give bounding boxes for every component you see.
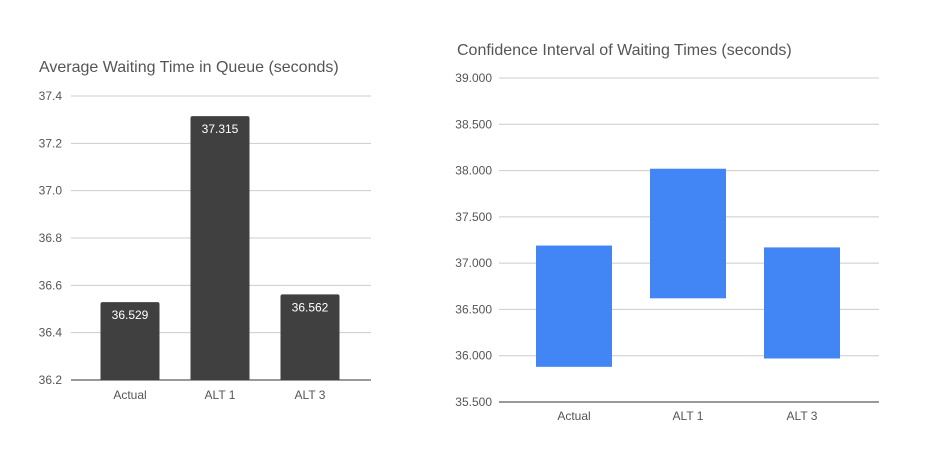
average-waiting-time-chart: Average Waiting Time in Queue (seconds) … xyxy=(39,59,371,402)
range-bar-alt-1 xyxy=(650,168,726,299)
y-tick-label: 36.8 xyxy=(39,231,63,245)
bar-value-label: 37.315 xyxy=(202,122,239,136)
y-tick-label: 37.2 xyxy=(39,136,63,150)
chart-title: Confidence Interval of Waiting Times (se… xyxy=(457,42,792,59)
y-tick-label: 36.500 xyxy=(455,302,492,316)
range-bar-alt-3 xyxy=(764,247,840,359)
range-bar-actual xyxy=(536,245,612,367)
bar-alt-3 xyxy=(280,294,340,380)
data-labels: 36.529 37.315 36.562 xyxy=(112,122,329,322)
y-tick-label: 37.4 xyxy=(39,89,63,103)
bar-value-label: 36.562 xyxy=(292,300,329,314)
y-tick-label: 36.2 xyxy=(39,373,63,387)
y-tick-label: 37.000 xyxy=(455,256,492,270)
y-tick-label: 36.6 xyxy=(39,278,63,292)
y-axis-ticks: 36.2 36.4 36.6 36.8 37.0 37.2 37.4 xyxy=(39,89,63,387)
bars xyxy=(100,116,340,380)
x-tick-label: ALT 1 xyxy=(205,388,236,402)
x-tick-label: ALT 1 xyxy=(673,409,704,423)
bar-value-label: 36.529 xyxy=(112,308,149,322)
chart-title: Average Waiting Time in Queue (seconds) xyxy=(39,59,339,76)
y-axis-ticks: 35.500 36.000 36.500 37.000 37.500 38.000 38.5… xyxy=(455,71,492,409)
x-axis-ticks: Actual ALT 1 ALT 3 xyxy=(557,409,817,423)
confidence-interval-chart: Confidence Interval of Waiting Times (se… xyxy=(455,42,879,423)
x-axis-ticks: Actual ALT 1 ALT 3 xyxy=(113,388,325,402)
y-tick-label: 39.000 xyxy=(455,71,492,85)
x-tick-label: Actual xyxy=(113,388,146,402)
y-tick-label: 37.500 xyxy=(455,210,492,224)
range-bars xyxy=(536,168,840,367)
y-tick-label: 36.000 xyxy=(455,349,492,363)
y-tick-label: 38.500 xyxy=(455,117,492,131)
x-tick-label: Actual xyxy=(557,409,590,423)
x-tick-label: ALT 3 xyxy=(787,409,818,423)
x-tick-label: ALT 3 xyxy=(295,388,326,402)
bar-alt-1 xyxy=(190,116,250,380)
bar-actual xyxy=(100,302,160,380)
y-tick-label: 37.0 xyxy=(39,184,63,198)
y-tick-label: 35.500 xyxy=(455,395,492,409)
y-tick-label: 36.4 xyxy=(39,326,63,340)
y-tick-label: 38.000 xyxy=(455,164,492,178)
